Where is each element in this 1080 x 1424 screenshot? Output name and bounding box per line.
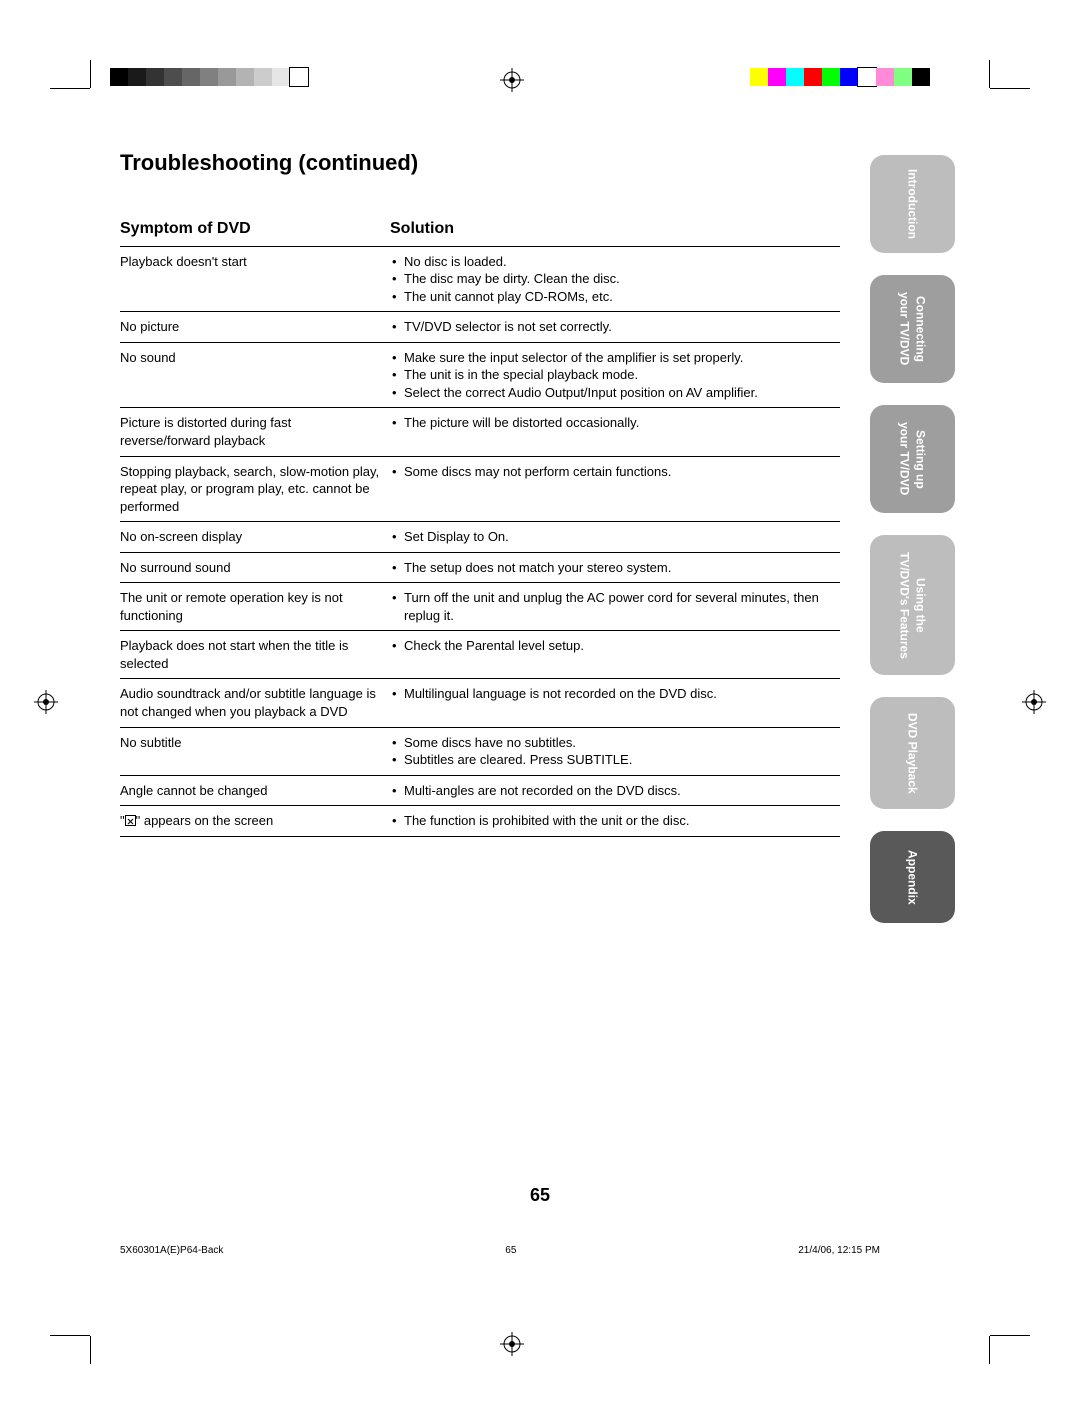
footer-mid: 65 — [505, 1245, 516, 1256]
solution-cell: The picture will be distorted occasional… — [390, 408, 840, 456]
table-row: Picture is distorted during fast reverse… — [120, 408, 840, 456]
footer: 5X60301A(E)P64-Back 65 21/4/06, 12:15 PM — [120, 1245, 880, 1256]
page-number: 65 — [0, 1185, 1080, 1206]
table-row: Stopping playback, search, slow-motion p… — [120, 456, 840, 522]
solution-item: The picture will be distorted occasional… — [390, 414, 836, 432]
section-tab: Appendix — [870, 831, 955, 923]
solution-cell: Check the Parental level setup. — [390, 631, 840, 679]
section-tabs: Introduction your TV/DVDConnecting your TV… — [870, 155, 955, 945]
symptom-cell: Stopping playback, search, slow-motion p… — [120, 456, 390, 522]
solution-cell: Multilingual language is not recorded on… — [390, 679, 840, 727]
solution-item: Turn off the unit and unplug the AC powe… — [390, 589, 836, 624]
symptom-cell: No surround sound — [120, 552, 390, 583]
solution-item: No disc is loaded. — [390, 253, 836, 271]
solution-item: The disc may be dirty. Clean the disc. — [390, 270, 836, 288]
table-row: Playback does not start when the title i… — [120, 631, 840, 679]
symptom-cell: The unit or remote operation key is not … — [120, 583, 390, 631]
registration-mark — [500, 68, 524, 92]
symptom-cell: Playback doesn't start — [120, 246, 390, 312]
solution-item: The setup does not match your stereo sys… — [390, 559, 836, 577]
solution-item: TV/DVD selector is not set correctly. — [390, 318, 836, 336]
solution-item: Make sure the input selector of the ampl… — [390, 349, 836, 367]
section-tab: your TV/DVDConnecting — [870, 275, 955, 383]
section-tab: TV/DVD's FeaturesUsing the — [870, 535, 955, 675]
solution-cell: No disc is loaded.The disc may be dirty.… — [390, 246, 840, 312]
prohibit-icon — [125, 815, 136, 826]
table-row: Angle cannot be changedMulti-angles are … — [120, 775, 840, 806]
symptom-cell: Playback does not start when the title i… — [120, 631, 390, 679]
symptom-cell: No on-screen display — [120, 522, 390, 553]
footer-right: 21/4/06, 12:15 PM — [798, 1245, 880, 1256]
col-symptom: Symptom of DVD — [120, 212, 390, 246]
table-row: No pictureTV/DVD selector is not set cor… — [120, 312, 840, 343]
table-row: The unit or remote operation key is not … — [120, 583, 840, 631]
solution-cell: The setup does not match your stereo sys… — [390, 552, 840, 583]
solution-item: The unit cannot play CD-ROMs, etc. — [390, 288, 836, 306]
solution-item: The function is prohibited with the unit… — [390, 812, 836, 830]
table-row: No soundMake sure the input selector of … — [120, 342, 840, 408]
solution-item: Set Display to On. — [390, 528, 836, 546]
solution-item: Some discs have no subtitles. — [390, 734, 836, 752]
solution-cell: Make sure the input selector of the ampl… — [390, 342, 840, 408]
symptom-cell: No picture — [120, 312, 390, 343]
col-solution: Solution — [390, 212, 840, 246]
solution-item: The unit is in the special playback mode… — [390, 366, 836, 384]
solution-item: Select the correct Audio Output/Input po… — [390, 384, 836, 402]
symptom-cell: No subtitle — [120, 727, 390, 775]
section-tab: Introduction — [870, 155, 955, 253]
solution-item: Multilingual language is not recorded on… — [390, 685, 836, 703]
section-tab: your TV/DVDSetting up — [870, 405, 955, 513]
section-tab: DVD Playback — [870, 697, 955, 809]
table-row: No subtitleSome discs have no subtitles.… — [120, 727, 840, 775]
troubleshooting-table: Symptom of DVD Solution Playback doesn't… — [120, 212, 840, 837]
symptom-cell: Picture is distorted during fast reverse… — [120, 408, 390, 456]
solution-item: Check the Parental level setup. — [390, 637, 836, 655]
table-row: Audio soundtrack and/or subtitle languag… — [120, 679, 840, 727]
solution-cell: Turn off the unit and unplug the AC powe… — [390, 583, 840, 631]
solution-item: Some discs may not perform certain funct… — [390, 463, 836, 481]
table-row: No surround soundThe setup does not matc… — [120, 552, 840, 583]
solution-cell: Set Display to On. — [390, 522, 840, 553]
table-row: Playback doesn't startNo disc is loaded.… — [120, 246, 840, 312]
solution-item: Subtitles are cleared. Press SUBTITLE. — [390, 751, 836, 769]
symptom-cell: Audio soundtrack and/or subtitle languag… — [120, 679, 390, 727]
solution-cell: Some discs have no subtitles.Subtitles a… — [390, 727, 840, 775]
page-title: Troubleshooting (continued) — [120, 150, 840, 176]
table-row: "" appears on the screenThe function is … — [120, 806, 840, 837]
symptom-cell: "" appears on the screen — [120, 806, 390, 837]
solution-cell: Multi-angles are not recorded on the DVD… — [390, 775, 840, 806]
color-bar — [750, 68, 930, 86]
grayscale-bar — [110, 68, 308, 86]
solution-cell: Some discs may not perform certain funct… — [390, 456, 840, 522]
solution-cell: The function is prohibited with the unit… — [390, 806, 840, 837]
symptom-cell: Angle cannot be changed — [120, 775, 390, 806]
solution-item: Multi-angles are not recorded on the DVD… — [390, 782, 836, 800]
solution-cell: TV/DVD selector is not set correctly. — [390, 312, 840, 343]
symptom-cell: No sound — [120, 342, 390, 408]
footer-left: 5X60301A(E)P64-Back — [120, 1245, 223, 1256]
table-row: No on-screen displaySet Display to On. — [120, 522, 840, 553]
